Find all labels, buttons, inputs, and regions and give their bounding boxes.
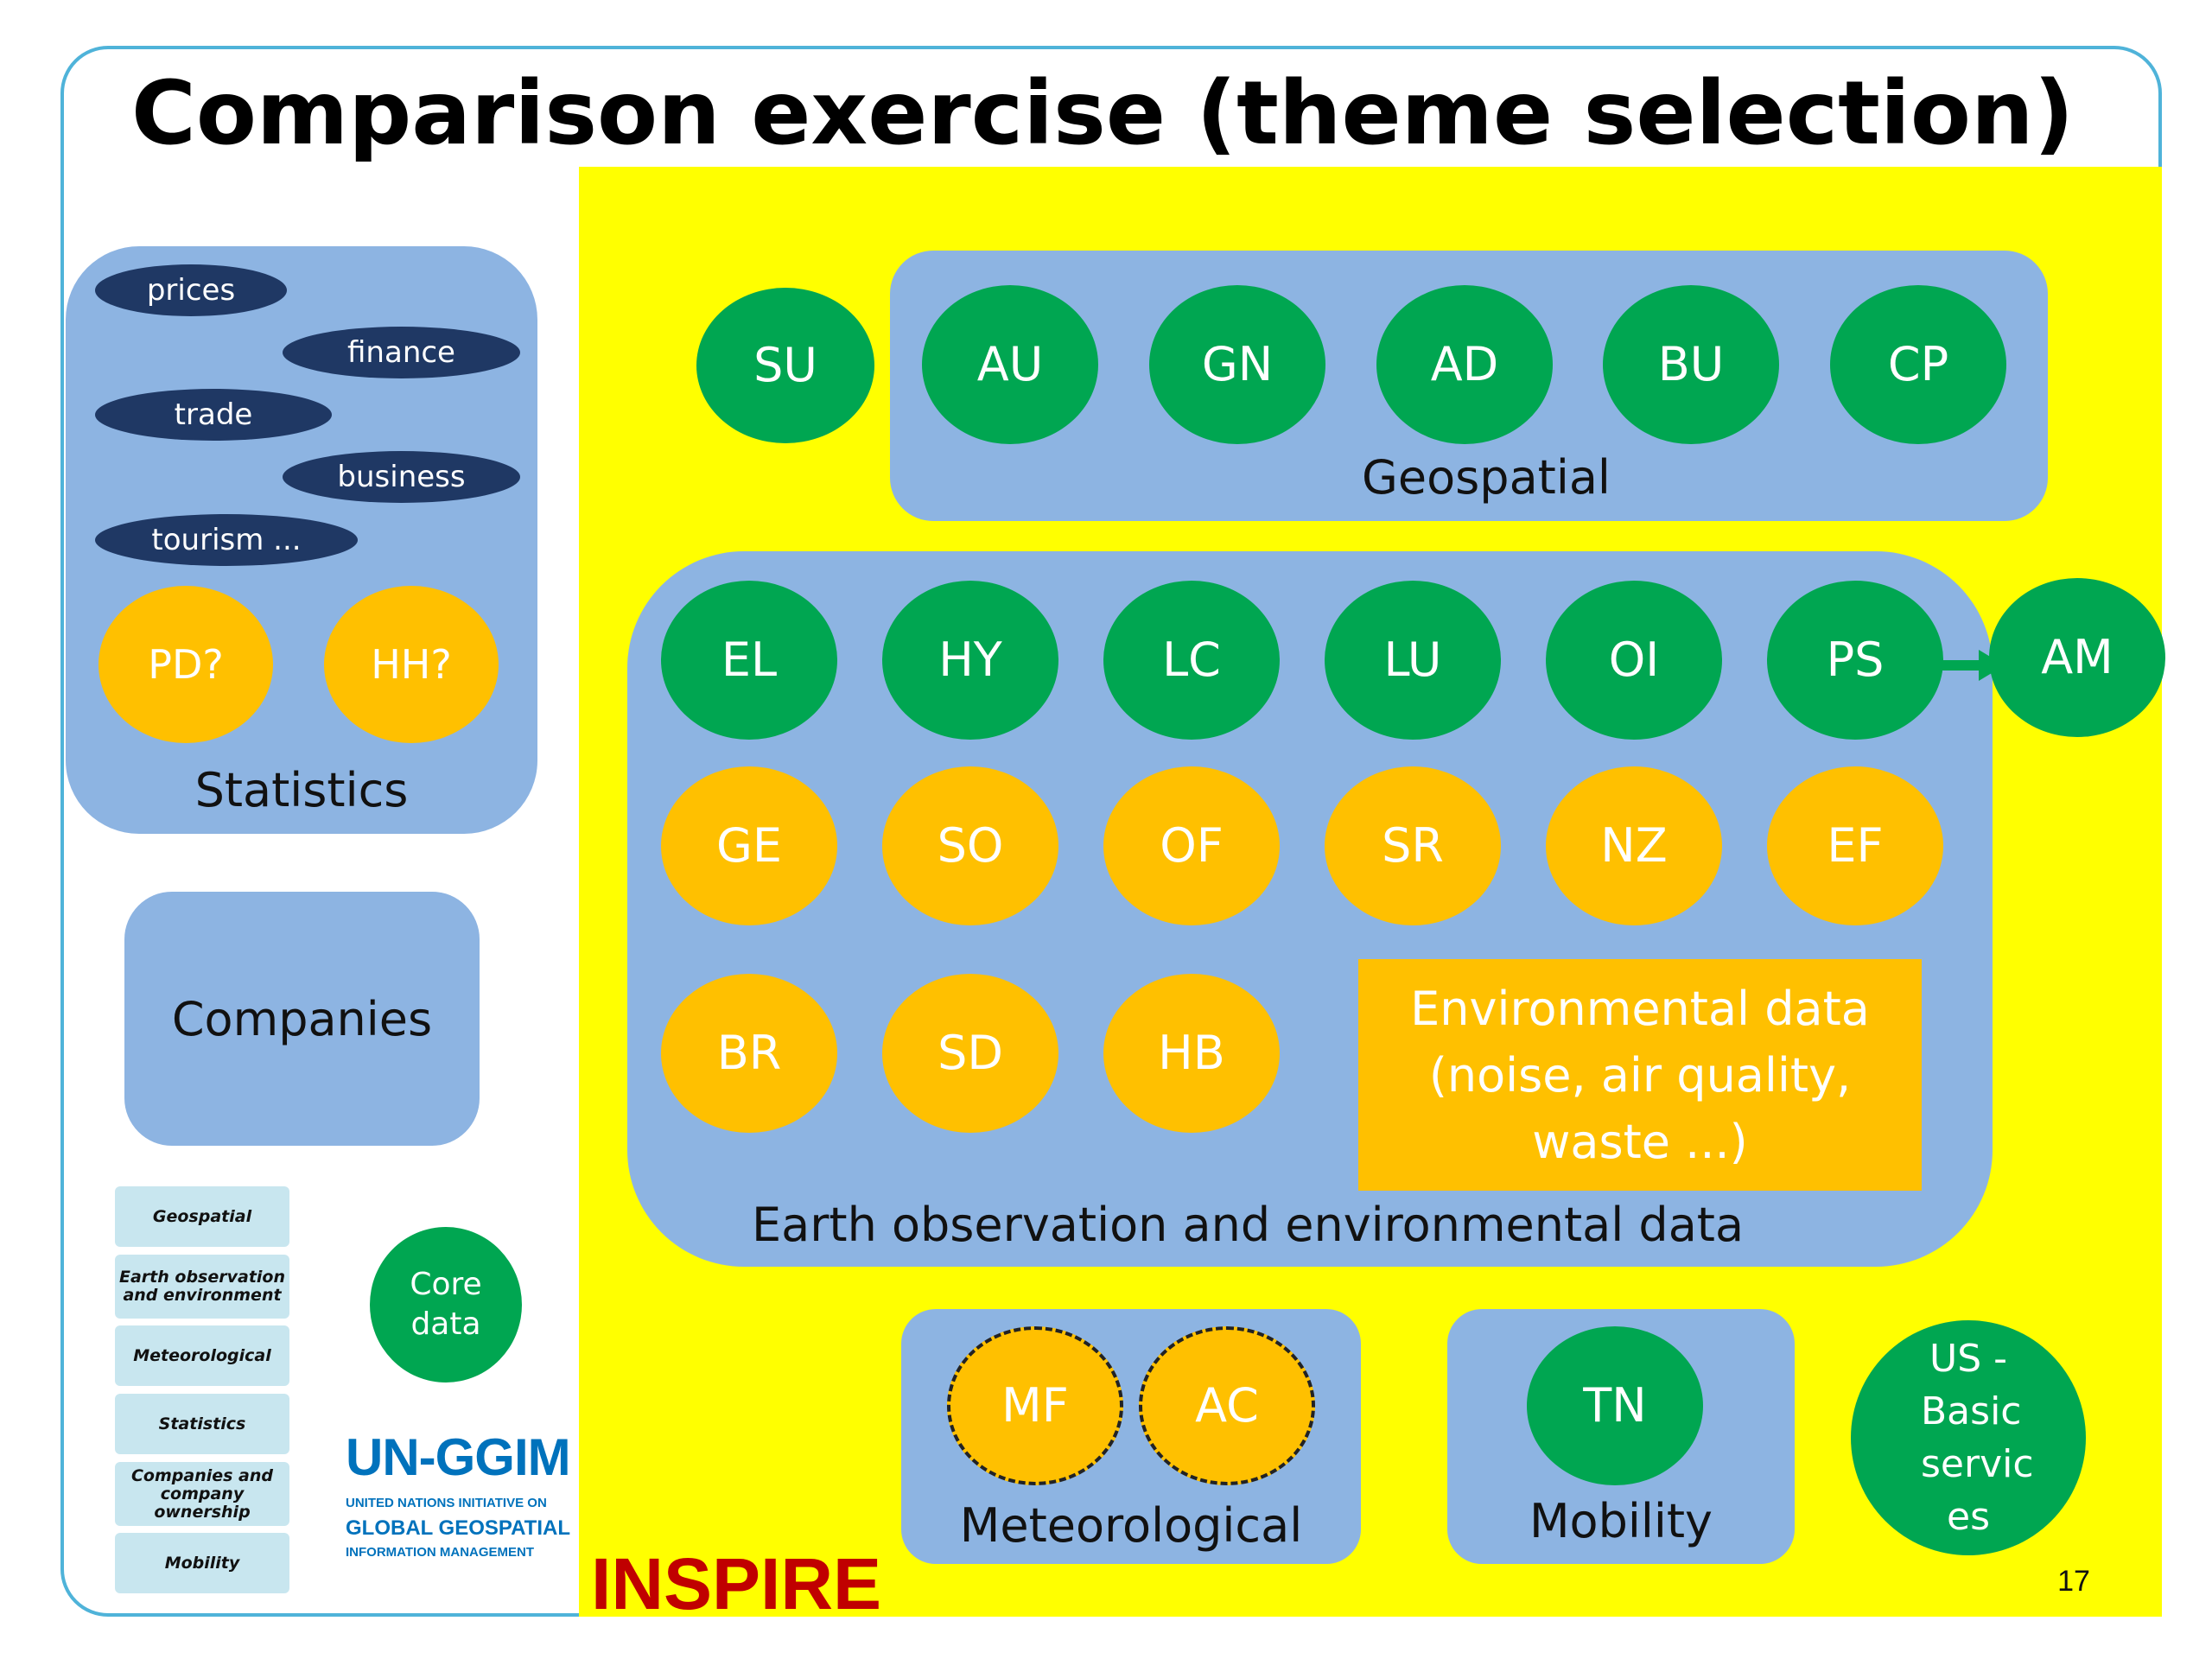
theme-oi: OI — [1546, 581, 1722, 740]
theme-ge: GE — [661, 766, 837, 925]
theme-su: SU — [696, 288, 874, 443]
env-line-2: (noise, air quality, — [1428, 1047, 1852, 1103]
un-ggim-wordmark: UN-GGIM — [346, 1428, 571, 1486]
stat-pill-business: business — [283, 451, 520, 503]
stat-pill-tourism: tourism ... — [95, 514, 358, 566]
theme-el: EL — [661, 581, 837, 740]
theme-hb: HB — [1103, 974, 1280, 1133]
theme-lu: LU — [1325, 581, 1501, 740]
legend-companies: Companies and company ownership — [115, 1462, 289, 1526]
un-ggim-line2: GLOBAL GEOSPATIAL — [346, 1516, 571, 1540]
theme-us: US - Basic servic es — [1851, 1320, 2086, 1555]
theme-ac: AC — [1139, 1326, 1315, 1485]
companies-label: Companies — [171, 991, 433, 1046]
env-line-1: Environmental data — [1410, 981, 1870, 1036]
meteorological-label: Meteorological — [959, 1498, 1303, 1553]
theme-pd: PD? — [99, 586, 273, 743]
theme-am: AM — [1989, 578, 2165, 737]
legend-statistics: Statistics — [115, 1394, 289, 1454]
mobility-label: Mobility — [1529, 1494, 1713, 1548]
stat-pill-prices: prices — [95, 264, 287, 316]
un-ggim-line1: UNITED NATIONS INITIATIVE ON — [346, 1496, 547, 1510]
theme-hy: HY — [882, 581, 1058, 740]
legend-geospatial: Geospatial — [115, 1186, 289, 1247]
us-label: US - Basic servic es — [1921, 1337, 2034, 1539]
companies-panel: Companies — [124, 892, 480, 1146]
theme-hh: HH? — [324, 586, 499, 743]
un-ggim-logo: UN-GGIM UNITED NATIONS INITIATIVE ON GLO… — [346, 1427, 579, 1573]
theme-ef: EF — [1767, 766, 1943, 925]
inspire-label: INSPIRE — [591, 1543, 882, 1624]
theme-ps: PS — [1767, 581, 1943, 740]
stat-pill-trade: trade — [95, 389, 332, 441]
theme-sd: SD — [882, 974, 1058, 1133]
legend-earth-observation: Earth observation and environment — [115, 1255, 289, 1319]
theme-au: AU — [922, 285, 1098, 444]
geospatial-label: Geospatial — [1362, 450, 1611, 505]
environmental-data-box: Environmental data (noise, air quality, … — [1358, 959, 1922, 1191]
theme-bu: BU — [1603, 285, 1779, 444]
statistics-label: Statistics — [194, 763, 409, 817]
theme-br: BR — [661, 974, 837, 1133]
theme-nz: NZ — [1546, 766, 1722, 925]
page-number: 17 — [2057, 1565, 2090, 1598]
legend-mobility: Mobility — [115, 1533, 289, 1593]
legend-meteorological: Meteorological — [115, 1325, 289, 1386]
theme-ad: AD — [1376, 285, 1553, 444]
env-line-3: waste ...) — [1532, 1114, 1748, 1169]
core-data-circle: Core data — [370, 1227, 522, 1382]
theme-lc: LC — [1103, 581, 1280, 740]
un-ggim-line3: INFORMATION MANAGEMENT — [346, 1545, 535, 1560]
theme-so: SO — [882, 766, 1058, 925]
earth-observation-label: Earth observation and environmental data — [752, 1198, 1745, 1252]
theme-gn: GN — [1149, 285, 1325, 444]
stat-pill-finance: finance — [283, 327, 520, 378]
theme-sr: SR — [1325, 766, 1501, 925]
theme-cp: CP — [1830, 285, 2006, 444]
theme-of: OF — [1103, 766, 1280, 925]
slide-title: Comparison exercise (theme selection) — [131, 62, 2075, 165]
theme-mf: MF — [947, 1326, 1123, 1485]
theme-tn: TN — [1527, 1326, 1703, 1485]
